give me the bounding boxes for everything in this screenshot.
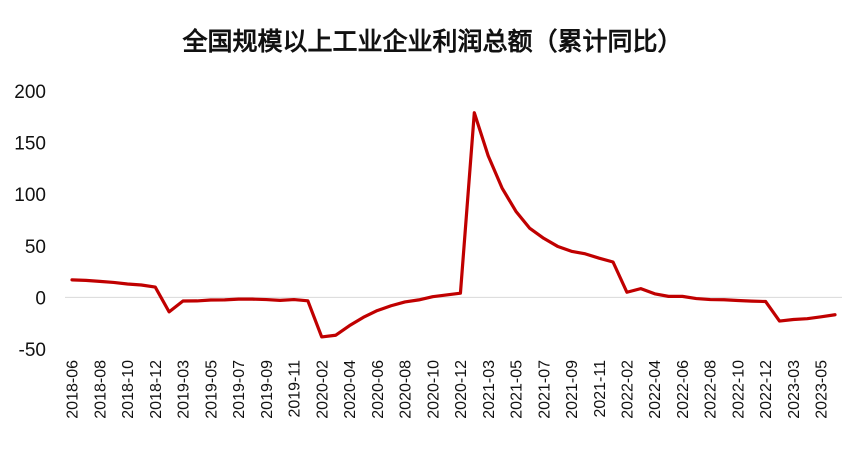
y-tick-label: 0 — [35, 288, 46, 309]
x-tick-label: 2020-02 — [314, 360, 331, 419]
x-tick-label: 2020-10 — [425, 360, 442, 419]
y-tick-label: 50 — [25, 237, 46, 258]
x-tick-label: 2022-10 — [730, 360, 747, 419]
x-tick-label: 2020-04 — [342, 360, 359, 419]
y-tick-label: -50 — [19, 340, 46, 361]
chart-title: 全国规模以上工业企业利润总额（累计同比） — [182, 27, 683, 56]
x-tick-label: 2021-11 — [592, 360, 609, 418]
x-tick-label: 2020-12 — [453, 360, 470, 419]
x-tick-label: 2019-03 — [176, 360, 193, 419]
x-tick-label: 2021-09 — [564, 360, 581, 419]
x-tick-label: 2018-12 — [148, 360, 165, 419]
x-tick-label: 2022-06 — [675, 360, 692, 419]
x-tick-label: 2018-08 — [92, 360, 109, 419]
y-tick-label: 150 — [14, 134, 46, 155]
y-tick-label: 200 — [14, 82, 46, 103]
series-line-0 — [70, 111, 837, 339]
x-tick-label: 2022-08 — [703, 360, 720, 419]
x-tick-label: 2018-10 — [120, 360, 137, 419]
x-tick-label: 2023-03 — [786, 360, 803, 419]
x-tick-label: 2018-06 — [65, 360, 82, 419]
x-tick-label: 2022-02 — [620, 360, 637, 419]
x-tick-label: 2022-04 — [647, 360, 664, 419]
y-tick-label: 100 — [14, 185, 46, 206]
x-tick-label: 2021-03 — [481, 360, 498, 419]
x-tick-label: 2020-08 — [398, 360, 415, 419]
x-tick-label: 2019-07 — [231, 360, 248, 419]
x-tick-label: 2019-09 — [259, 360, 276, 419]
x-tick-label: 2020-06 — [370, 360, 387, 419]
x-tick-label: 2023-05 — [814, 360, 831, 419]
x-tick-label: 2019-11 — [287, 360, 304, 418]
x-tick-label: 2019-05 — [203, 360, 220, 419]
x-tick-label: 2022-12 — [758, 360, 775, 419]
x-tick-label: 2021-07 — [536, 360, 553, 419]
x-tick-label: 2021-05 — [509, 360, 526, 419]
